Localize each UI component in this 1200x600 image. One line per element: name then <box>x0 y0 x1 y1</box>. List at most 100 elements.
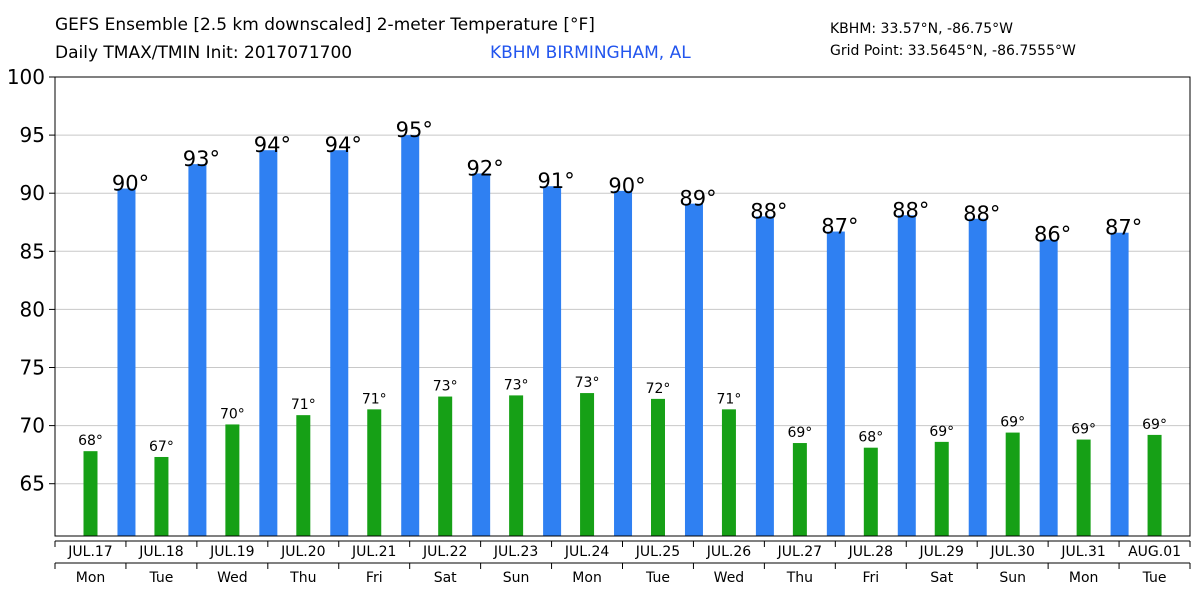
tmax-bar <box>968 218 987 536</box>
tmin-bar <box>367 409 382 536</box>
tmax-bar <box>614 190 633 536</box>
x-weekday-label: Sun <box>503 570 530 586</box>
tmin-value-label: 71° <box>291 397 316 413</box>
plot-border <box>54 76 1191 537</box>
tmin-bar <box>225 424 240 536</box>
bars-layer <box>83 135 1162 537</box>
tmin-bar <box>83 451 98 536</box>
tmax-bar <box>755 216 774 536</box>
x-weekday-label: Tue <box>645 570 670 586</box>
station-name: KBHM BIRMINGHAM, AL <box>490 43 691 63</box>
x-date-label: JUL.30 <box>989 544 1034 560</box>
x-date-label: JUL.25 <box>635 544 680 560</box>
x-date-label: JUL.29 <box>919 544 964 560</box>
x-date-label: JUL.18 <box>138 544 183 560</box>
tmin-value-label: 67° <box>149 439 174 455</box>
tmin-bar <box>154 456 169 536</box>
x-date-label: JUL.24 <box>564 544 610 560</box>
tmin-bar <box>1076 439 1091 536</box>
tmin-bar <box>509 395 524 536</box>
tmax-value-label: 92° <box>467 156 504 180</box>
x-weekday-label: Tue <box>1142 570 1167 586</box>
tmax-value-label: 90° <box>112 172 149 196</box>
y-tick-label: 75 <box>20 356 45 380</box>
chart-subtitle: Daily TMAX/TMIN Init: 2017071700 <box>55 43 353 63</box>
tmin-value-label: 72° <box>646 381 671 397</box>
plot-frame <box>54 76 1191 537</box>
tmax-bar <box>897 215 916 536</box>
y-tick-label: 65 <box>20 472 45 496</box>
tmax-bar <box>330 150 349 537</box>
x-date-label: JUL.23 <box>493 544 538 560</box>
tmax-value-label: 88° <box>750 199 787 223</box>
tmin-bar <box>863 447 878 536</box>
tmax-bar <box>1039 239 1058 537</box>
x-axis: JUL.17 Mon JUL.18 Tue JUL.19 Wed JUL.20 Thu JUL.… <box>54 540 1191 586</box>
chart-title: GEFS Ensemble [2.5 km downscaled] 2-mete… <box>55 15 595 35</box>
tmax-bar <box>401 135 420 537</box>
x-date-label: JUL.22 <box>422 544 467 560</box>
tmin-value-label: 73° <box>433 379 458 395</box>
x-date-label: JUL.28 <box>848 544 893 560</box>
x-weekday-label: Mon <box>1069 570 1099 586</box>
grid-point-coordinates: Grid Point: 33.5645°N, -86.7555°W <box>830 43 1076 59</box>
tmin-bar <box>934 441 949 536</box>
tmin-value-label: 71° <box>717 391 742 407</box>
tmin-bar <box>580 393 595 536</box>
y-tick-label: 100 <box>7 65 45 89</box>
tmax-value-label: 87° <box>821 215 858 239</box>
tmax-bar <box>826 231 845 536</box>
tmax-bar <box>259 150 278 537</box>
tmax-bar <box>188 164 207 536</box>
x-weekday-label: Mon <box>572 570 602 586</box>
tmin-value-label: 68° <box>78 433 103 449</box>
x-weekday-label: Thu <box>289 570 316 586</box>
value-labels: 68° 67° 70° 71° 71° 73° 73° 73° 72° 71° 69° 68° 69° 6… <box>78 118 1167 455</box>
tmin-bar <box>296 415 311 536</box>
tmax-value-label: 95° <box>396 118 433 142</box>
x-weekday-label: Sun <box>999 570 1026 586</box>
tmin-value-label: 69° <box>787 425 812 441</box>
x-weekday-label: Sat <box>434 570 457 586</box>
x-weekday-label: Sat <box>930 570 953 586</box>
y-axis: 65 70 75 80 85 90 95 100 <box>7 65 55 496</box>
tmin-value-label: 73° <box>575 375 600 391</box>
x-date-label: JUL.17 <box>67 544 112 560</box>
tmin-bar <box>792 443 807 536</box>
y-tick-label: 95 <box>20 123 45 147</box>
x-weekday-label: Thu <box>786 570 813 586</box>
tmin-value-label: 69° <box>929 424 954 440</box>
tmax-value-label: 86° <box>1034 223 1071 247</box>
tmin-bar <box>438 396 453 536</box>
tmin-bar <box>651 398 665 536</box>
tmin-value-label: 69° <box>1142 417 1167 433</box>
x-weekday-label: Tue <box>148 570 173 586</box>
x-weekday-label: Fri <box>366 570 383 586</box>
tmax-value-label: 91° <box>537 169 574 193</box>
x-weekday-label: Wed <box>217 570 248 586</box>
x-date-label: JUL.20 <box>280 544 325 560</box>
tmax-bar <box>543 186 562 536</box>
tmax-value-label: 88° <box>892 198 929 222</box>
tmin-value-label: 68° <box>858 430 883 446</box>
x-date-label: AUG.01 <box>1128 544 1181 560</box>
x-weekday-label: Wed <box>714 570 745 586</box>
y-tick-label: 85 <box>20 239 45 263</box>
tmax-bar <box>117 188 136 536</box>
tmin-value-label: 71° <box>362 391 387 407</box>
x-date-label: JUL.31 <box>1060 544 1105 560</box>
tmax-bar <box>684 203 703 536</box>
x-date-label: JUL.27 <box>777 544 822 560</box>
tmin-value-label: 69° <box>1071 422 1096 438</box>
tmax-value-label: 90° <box>608 174 645 198</box>
tmin-value-label: 69° <box>1000 415 1025 431</box>
tmin-value-label: 70° <box>220 406 245 422</box>
x-date-label: JUL.21 <box>351 544 396 560</box>
tmin-bar <box>1005 432 1020 536</box>
tmin-bar <box>721 409 736 536</box>
tmax-value-label: 94° <box>254 133 291 157</box>
tmax-value-label: 94° <box>325 133 362 157</box>
tmax-value-label: 87° <box>1105 216 1142 240</box>
tmin-value-label: 73° <box>504 377 529 393</box>
y-tick-label: 90 <box>20 181 45 205</box>
